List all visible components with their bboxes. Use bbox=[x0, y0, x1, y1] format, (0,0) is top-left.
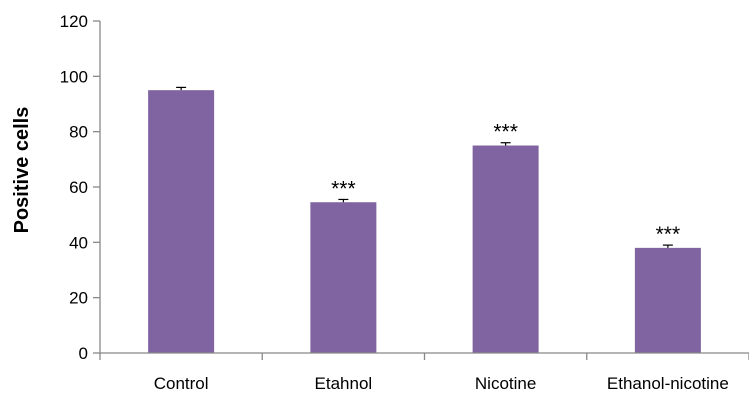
x-ticks-group bbox=[99, 353, 749, 360]
y-ticks-group: 0 20 40 60 80 100 120 bbox=[60, 12, 100, 363]
bar bbox=[634, 247, 701, 353]
error-bars-group bbox=[176, 86, 673, 248]
significance-annotation: *** bbox=[656, 223, 681, 246]
y-tick-label: 80 bbox=[69, 123, 88, 142]
x-tick-label: Control bbox=[154, 374, 209, 393]
y-tick-label: 120 bbox=[60, 12, 88, 31]
y-tick-label: 0 bbox=[79, 344, 88, 363]
annotations-group: *** *** *** bbox=[331, 121, 680, 246]
x-tick-label: Nicotine bbox=[475, 374, 536, 393]
y-tick-label: 40 bbox=[69, 233, 88, 252]
bar bbox=[148, 90, 215, 354]
significance-annotation: *** bbox=[493, 121, 518, 144]
x-tick-label: Ethanol-nicotine bbox=[607, 374, 729, 393]
x-tick-label: Etahnol bbox=[315, 374, 373, 393]
significance-annotation: *** bbox=[331, 177, 356, 200]
bars-group bbox=[148, 90, 701, 354]
y-tick-label: 60 bbox=[69, 178, 88, 197]
x-labels-group: Control Etahnol Nicotine Ethanol-nicotine bbox=[154, 374, 729, 393]
bar bbox=[310, 202, 377, 353]
y-tick-label: 20 bbox=[69, 289, 88, 308]
bar bbox=[472, 145, 539, 353]
y-axis-title: Positive cells bbox=[11, 107, 33, 234]
y-tick-label: 100 bbox=[60, 67, 88, 86]
